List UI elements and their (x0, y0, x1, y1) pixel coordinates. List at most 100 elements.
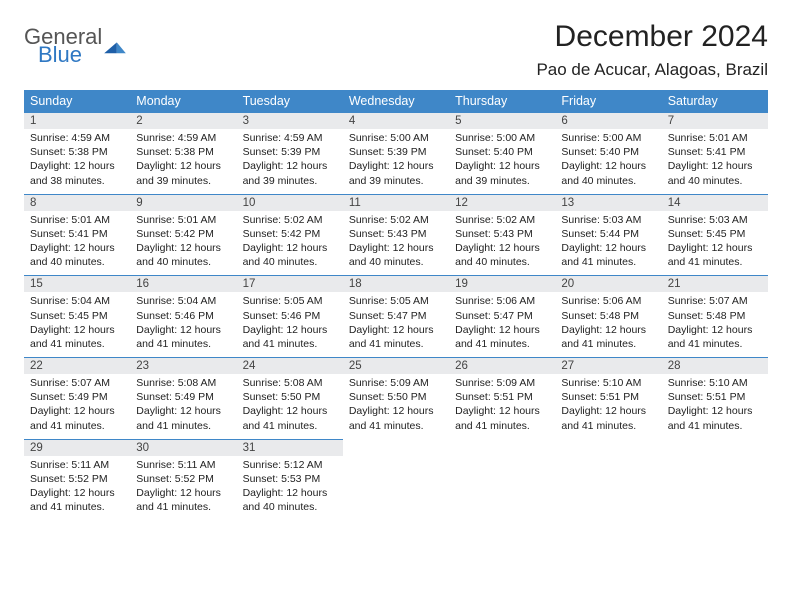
day-number: 15 (24, 276, 130, 292)
daylight-text: Daylight: 12 hours and 41 minutes. (30, 486, 124, 514)
calendar-day-cell: 6Sunrise: 5:00 AMSunset: 5:40 PMDaylight… (555, 113, 661, 195)
day-number: 5 (449, 113, 555, 129)
sunrise-text: Sunrise: 5:00 AM (349, 131, 443, 145)
sunrise-text: Sunrise: 5:00 AM (455, 131, 549, 145)
sunset-text: Sunset: 5:51 PM (561, 390, 655, 404)
daylight-text: Daylight: 12 hours and 40 minutes. (455, 241, 549, 269)
day-number: 28 (662, 358, 768, 374)
sunrise-text: Sunrise: 5:01 AM (668, 131, 762, 145)
daylight-text: Daylight: 12 hours and 39 minutes. (243, 159, 337, 187)
day-number: 19 (449, 276, 555, 292)
calendar-day-cell: 18Sunrise: 5:05 AMSunset: 5:47 PMDayligh… (343, 276, 449, 358)
sunset-text: Sunset: 5:47 PM (455, 309, 549, 323)
sunrise-text: Sunrise: 5:02 AM (243, 213, 337, 227)
sunrise-text: Sunrise: 5:02 AM (349, 213, 443, 227)
logo-text: General Blue (24, 26, 102, 66)
day-number: 9 (130, 195, 236, 211)
day-header: Monday (130, 90, 236, 113)
sunset-text: Sunset: 5:46 PM (136, 309, 230, 323)
sunset-text: Sunset: 5:51 PM (455, 390, 549, 404)
calendar-day-cell (555, 439, 661, 520)
day-number: 8 (24, 195, 130, 211)
daylight-text: Daylight: 12 hours and 38 minutes. (30, 159, 124, 187)
day-details: Sunrise: 5:02 AMSunset: 5:43 PMDaylight:… (449, 211, 555, 270)
day-details: Sunrise: 5:01 AMSunset: 5:42 PMDaylight:… (130, 211, 236, 270)
day-details: Sunrise: 5:09 AMSunset: 5:51 PMDaylight:… (449, 374, 555, 433)
sunset-text: Sunset: 5:46 PM (243, 309, 337, 323)
daylight-text: Daylight: 12 hours and 41 minutes. (349, 404, 443, 432)
day-details: Sunrise: 5:10 AMSunset: 5:51 PMDaylight:… (555, 374, 661, 433)
sunset-text: Sunset: 5:48 PM (561, 309, 655, 323)
header-row: General Blue December 2024 Pao de Acucar… (24, 20, 768, 80)
sunrise-text: Sunrise: 5:06 AM (455, 294, 549, 308)
month-title: December 2024 (536, 20, 768, 54)
day-number: 25 (343, 358, 449, 374)
day-number: 20 (555, 276, 661, 292)
day-number: 1 (24, 113, 130, 129)
day-header: Tuesday (237, 90, 343, 113)
day-header: Sunday (24, 90, 130, 113)
calendar-day-cell: 7Sunrise: 5:01 AMSunset: 5:41 PMDaylight… (662, 113, 768, 195)
day-details: Sunrise: 5:11 AMSunset: 5:52 PMDaylight:… (130, 456, 236, 515)
daylight-text: Daylight: 12 hours and 41 minutes. (243, 323, 337, 351)
day-number: 30 (130, 440, 236, 456)
calendar-day-cell: 17Sunrise: 5:05 AMSunset: 5:46 PMDayligh… (237, 276, 343, 358)
calendar-day-cell (343, 439, 449, 520)
sunset-text: Sunset: 5:52 PM (30, 472, 124, 486)
location-text: Pao de Acucar, Alagoas, Brazil (536, 60, 768, 80)
calendar-day-cell: 3Sunrise: 4:59 AMSunset: 5:39 PMDaylight… (237, 113, 343, 195)
sunrise-text: Sunrise: 5:08 AM (243, 376, 337, 390)
day-number: 26 (449, 358, 555, 374)
day-details: Sunrise: 5:08 AMSunset: 5:49 PMDaylight:… (130, 374, 236, 433)
day-details: Sunrise: 5:01 AMSunset: 5:41 PMDaylight:… (662, 129, 768, 188)
calendar-day-cell: 28Sunrise: 5:10 AMSunset: 5:51 PMDayligh… (662, 358, 768, 440)
sunset-text: Sunset: 5:38 PM (136, 145, 230, 159)
daylight-text: Daylight: 12 hours and 41 minutes. (455, 404, 549, 432)
calendar-page: General Blue December 2024 Pao de Acucar… (0, 0, 792, 540)
day-details: Sunrise: 5:04 AMSunset: 5:45 PMDaylight:… (24, 292, 130, 351)
sunrise-text: Sunrise: 5:01 AM (136, 213, 230, 227)
sunrise-text: Sunrise: 4:59 AM (243, 131, 337, 145)
logo: General Blue (24, 20, 126, 66)
day-details: Sunrise: 4:59 AMSunset: 5:38 PMDaylight:… (24, 129, 130, 188)
sunset-text: Sunset: 5:53 PM (243, 472, 337, 486)
day-header: Thursday (449, 90, 555, 113)
sunset-text: Sunset: 5:41 PM (668, 145, 762, 159)
day-details: Sunrise: 5:00 AMSunset: 5:40 PMDaylight:… (449, 129, 555, 188)
day-details: Sunrise: 5:03 AMSunset: 5:45 PMDaylight:… (662, 211, 768, 270)
day-details: Sunrise: 4:59 AMSunset: 5:39 PMDaylight:… (237, 129, 343, 188)
sunrise-text: Sunrise: 5:02 AM (455, 213, 549, 227)
sunrise-text: Sunrise: 4:59 AM (30, 131, 124, 145)
sunset-text: Sunset: 5:40 PM (455, 145, 549, 159)
sunrise-text: Sunrise: 5:06 AM (561, 294, 655, 308)
sunrise-text: Sunrise: 5:08 AM (136, 376, 230, 390)
sunset-text: Sunset: 5:39 PM (349, 145, 443, 159)
title-block: December 2024 Pao de Acucar, Alagoas, Br… (536, 20, 768, 80)
sunrise-text: Sunrise: 5:04 AM (136, 294, 230, 308)
sunset-text: Sunset: 5:47 PM (349, 309, 443, 323)
sunrise-text: Sunrise: 5:00 AM (561, 131, 655, 145)
daylight-text: Daylight: 12 hours and 41 minutes. (455, 323, 549, 351)
daylight-text: Daylight: 12 hours and 40 minutes. (349, 241, 443, 269)
sunset-text: Sunset: 5:52 PM (136, 472, 230, 486)
day-number: 23 (130, 358, 236, 374)
daylight-text: Daylight: 12 hours and 41 minutes. (30, 404, 124, 432)
day-number: 21 (662, 276, 768, 292)
daylight-text: Daylight: 12 hours and 41 minutes. (561, 323, 655, 351)
day-details: Sunrise: 5:10 AMSunset: 5:51 PMDaylight:… (662, 374, 768, 433)
calendar-day-cell (662, 439, 768, 520)
day-details: Sunrise: 5:05 AMSunset: 5:47 PMDaylight:… (343, 292, 449, 351)
daylight-text: Daylight: 12 hours and 40 minutes. (243, 486, 337, 514)
sunrise-text: Sunrise: 5:09 AM (349, 376, 443, 390)
day-number: 27 (555, 358, 661, 374)
sunrise-text: Sunrise: 5:07 AM (668, 294, 762, 308)
day-number: 16 (130, 276, 236, 292)
day-number: 12 (449, 195, 555, 211)
sunset-text: Sunset: 5:49 PM (30, 390, 124, 404)
daylight-text: Daylight: 12 hours and 41 minutes. (561, 404, 655, 432)
sunset-text: Sunset: 5:45 PM (668, 227, 762, 241)
calendar-day-cell: 5Sunrise: 5:00 AMSunset: 5:40 PMDaylight… (449, 113, 555, 195)
sunset-text: Sunset: 5:42 PM (136, 227, 230, 241)
day-header: Saturday (662, 90, 768, 113)
sunrise-text: Sunrise: 5:12 AM (243, 458, 337, 472)
